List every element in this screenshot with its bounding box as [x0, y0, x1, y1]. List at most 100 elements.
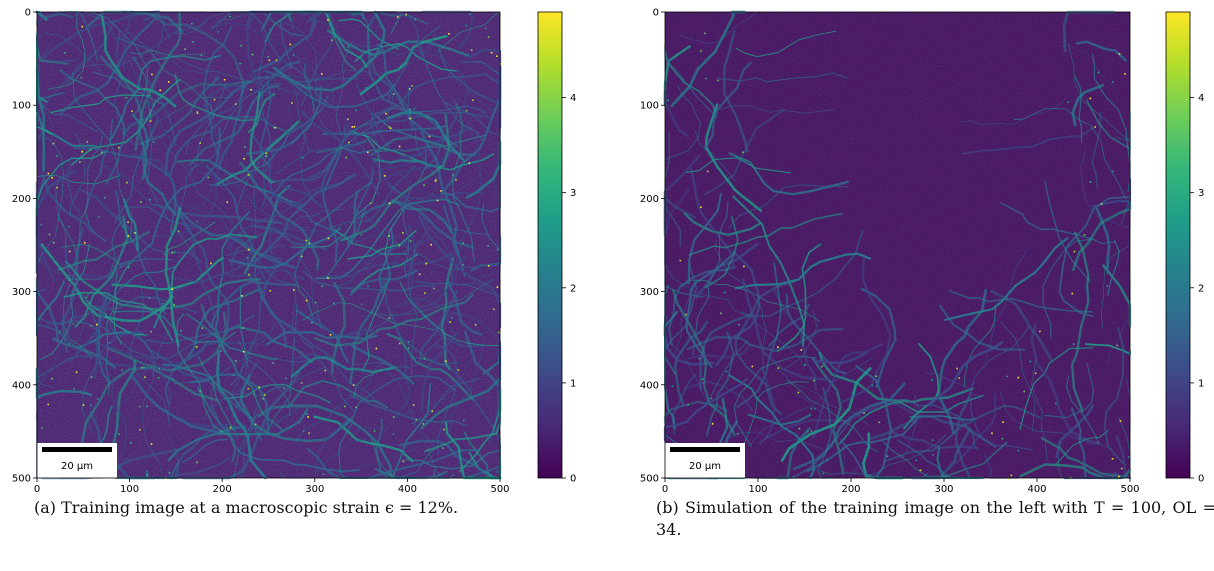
strain-band — [963, 306, 997, 388]
hotspot-pixel — [700, 206, 702, 209]
strain-band — [437, 11, 501, 53]
strain-band — [129, 49, 206, 57]
strain-band — [734, 280, 796, 416]
x-tick-label: 100 — [120, 484, 139, 495]
hotspot-pixel — [389, 127, 392, 129]
hotspot-pixel — [804, 364, 806, 366]
x-tick-label: 300 — [934, 484, 953, 495]
hotspot-pixel — [223, 78, 226, 81]
hotspot-pixel — [348, 141, 350, 144]
strain-band — [287, 379, 388, 409]
strain-band — [169, 115, 290, 176]
hotspot-pixel — [289, 43, 291, 46]
y-tick-label: 500 — [640, 474, 659, 485]
hotspot-pixel — [471, 99, 474, 101]
x-tick-label: 500 — [490, 484, 509, 495]
y-tick-label: 500 — [12, 474, 31, 485]
strain-band — [264, 70, 396, 109]
hotspot-pixel — [291, 102, 293, 104]
hotspot-pixel — [306, 413, 308, 415]
strain-band — [202, 26, 233, 155]
strain-band — [129, 372, 246, 434]
strain-band — [249, 91, 273, 184]
hotspot-pixel — [150, 330, 152, 333]
hotspot-pixel — [51, 377, 53, 380]
strain-band — [717, 72, 848, 83]
hotspot-pixel — [1073, 250, 1076, 253]
hotspot-pixel — [142, 143, 144, 145]
hotspot-pixel — [199, 142, 201, 144]
hotspot-pixel — [383, 175, 386, 177]
hotspot-pixel — [308, 242, 311, 245]
strain-band — [355, 200, 474, 249]
strain-band — [839, 256, 892, 404]
strain-band — [224, 95, 264, 172]
hotspot-pixel — [462, 263, 465, 266]
strain-band — [314, 419, 347, 477]
strain-band — [147, 97, 229, 143]
hotspot-pixel — [392, 93, 395, 95]
strain-band — [703, 108, 785, 196]
strain-band — [261, 124, 300, 207]
hotspot-pixel — [96, 323, 98, 326]
hotspot-pixel — [1115, 477, 1118, 480]
y-tick-label: 300 — [640, 287, 659, 298]
hotspot-pixel — [777, 367, 780, 369]
hotspot-pixel — [1118, 53, 1121, 55]
hotspot-pixel — [207, 340, 209, 343]
hotspot-pixel — [490, 52, 493, 54]
hotspot-pixel — [800, 349, 803, 351]
strain-band — [47, 11, 86, 90]
strain-band — [69, 296, 106, 362]
strain-band — [390, 185, 492, 236]
hotspot-pixel — [405, 13, 407, 16]
strain-band — [151, 14, 245, 96]
strain-band — [356, 337, 443, 368]
strain-band — [1040, 437, 1132, 479]
hotspot-pixel — [1118, 475, 1120, 478]
hotspot-pixel — [177, 230, 180, 233]
hotspot-pixel — [127, 266, 130, 269]
strain-band — [739, 230, 864, 317]
strain-band — [313, 415, 414, 463]
strain-band — [164, 342, 207, 405]
hotspot-pixel — [68, 225, 70, 228]
hotspot-pixel — [822, 472, 825, 475]
hotspot-pixel — [667, 99, 669, 102]
hotspot-pixel — [86, 141, 89, 143]
hotspot-pixel — [90, 404, 92, 407]
strain-band — [287, 77, 360, 84]
hotspot-pixel — [263, 394, 266, 396]
hotspot-pixel — [226, 201, 229, 203]
hotspot-pixel — [1072, 343, 1075, 345]
strain-band — [361, 208, 405, 373]
hotspot-pixel — [143, 366, 145, 369]
hotspot-pixel — [931, 439, 934, 441]
hotspot-pixel — [1111, 458, 1114, 460]
strain-band — [36, 323, 92, 357]
scale-bar-b: 20 µm — [665, 443, 745, 478]
strain-band — [150, 13, 168, 63]
hotspot-pixel — [311, 321, 313, 324]
strain-band — [234, 385, 284, 479]
hotspot-pixel — [792, 476, 795, 478]
hotspot-pixel — [151, 73, 153, 76]
strain-band — [138, 335, 263, 442]
strain-band — [785, 379, 879, 453]
hotspot-pixel — [64, 51, 66, 54]
strain-band — [349, 343, 415, 385]
hotspot-pixel — [679, 259, 682, 262]
figure-panel-a: 20 µm 0 100 200 300 400 500 0 100 200 300 400 500 0… — [0, 0, 600, 571]
hotspot-pixel — [863, 412, 865, 414]
strain-band — [265, 331, 378, 346]
strain-band — [291, 14, 310, 78]
hotspot-pixel — [274, 126, 277, 129]
strain-band — [1044, 362, 1094, 419]
x-tick-label: 0 — [662, 484, 668, 495]
hotspot-pixel — [958, 377, 960, 379]
hotspot-pixel — [474, 323, 477, 326]
strain-band — [99, 55, 148, 181]
